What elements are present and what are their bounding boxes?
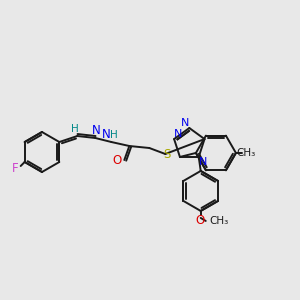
Text: O: O (113, 154, 122, 166)
Text: N: N (174, 129, 182, 139)
Text: CH₃: CH₃ (210, 216, 229, 226)
Text: H: H (110, 130, 118, 140)
Text: N: N (102, 128, 111, 142)
Text: F: F (12, 161, 19, 175)
Text: N: N (181, 118, 190, 128)
Text: S: S (164, 148, 171, 160)
Text: N: N (92, 124, 101, 137)
Text: CH₃: CH₃ (236, 148, 256, 158)
Text: O: O (195, 214, 204, 227)
Text: N: N (199, 157, 207, 167)
Text: H: H (71, 124, 79, 134)
